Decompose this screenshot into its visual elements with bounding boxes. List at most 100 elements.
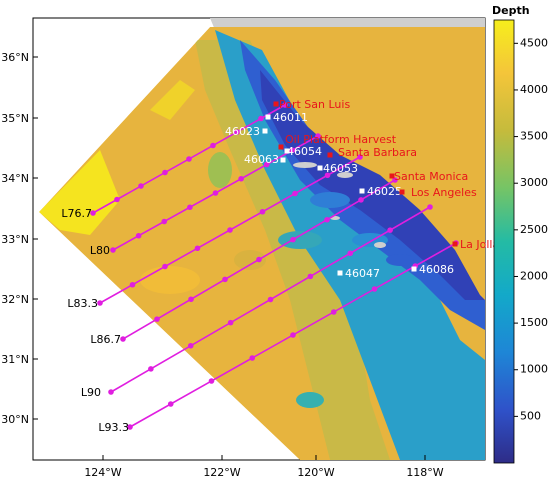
x-tick-label: 122°W <box>203 466 240 479</box>
colorbar-tick-label: 3500 <box>520 130 548 143</box>
buoy-stations: 46011 46023 46054 46063 46053 46025 46047 46086 <box>225 111 454 280</box>
transect-station <box>238 175 244 182</box>
city-label: Port San Luis <box>279 98 350 111</box>
y-tick-label: 36°N <box>1 51 29 64</box>
transect-station <box>227 319 234 326</box>
transect-station <box>162 169 168 176</box>
buoy-label: 46054 <box>287 145 322 158</box>
colorbar-tick-label: 1500 <box>520 316 548 329</box>
transect-station <box>392 177 398 183</box>
transect-station <box>330 309 337 315</box>
colorbar-ticks: 500 1000 1500 2000 2500 3000 3500 4000 4500 <box>514 36 548 422</box>
transect-station <box>324 172 331 179</box>
city-marker <box>399 189 405 195</box>
city-marker <box>389 173 395 179</box>
transect-station <box>282 102 288 108</box>
colorbar-tick-label: 3000 <box>520 176 548 189</box>
transect-station <box>289 147 296 154</box>
transect-station <box>307 273 314 280</box>
transect-station <box>114 196 120 203</box>
buoy-marker <box>411 266 417 272</box>
transect-label: L80 <box>90 244 110 257</box>
transect-station <box>108 389 114 395</box>
transect-label: L76.7 <box>61 207 92 220</box>
transect-station <box>138 183 144 189</box>
colorbar-tick-label: 4500 <box>520 36 548 49</box>
transect-label: L90 <box>81 386 101 399</box>
transect-station <box>187 342 194 349</box>
city-marker <box>273 101 279 107</box>
buoy-marker <box>284 148 290 154</box>
transect-label: L86.7 <box>90 333 121 346</box>
y-tick-label: 30°N <box>1 413 29 426</box>
transect-lines: L76.7 L80 L83.3 L86.7 L90 L93.3 <box>61 102 459 434</box>
transect-station <box>427 204 433 210</box>
y-tick-label: 34°N <box>1 172 29 185</box>
transect-label: L93.3 <box>98 421 129 434</box>
transect-station <box>259 208 266 215</box>
y-tick-label: 35°N <box>1 112 29 125</box>
x-tick-label: 118°W <box>406 466 443 479</box>
colorbar-tick-label: 2500 <box>520 223 548 236</box>
transect-station <box>222 276 228 283</box>
transect-station <box>292 190 298 197</box>
transect-station <box>167 401 174 407</box>
city-marker <box>452 241 458 247</box>
transect-station <box>249 355 256 361</box>
city-label: Santa Barbara <box>338 146 417 159</box>
y-axis: 30°N 31°N 32°N 33°N 34°N 35°N 36°N <box>1 51 38 426</box>
buoy-label: 46025 <box>367 185 402 198</box>
transect-station <box>194 245 201 252</box>
transect-station <box>148 366 154 372</box>
transect-station <box>210 142 216 149</box>
buoy-label: 46047 <box>345 267 380 280</box>
city-label: Oil Platform Harvest <box>285 133 397 146</box>
x-axis: 124°W 122°W 120°W 118°W <box>84 455 444 479</box>
transect-station <box>188 296 194 303</box>
transect-station <box>358 197 364 203</box>
city-marker <box>278 144 284 150</box>
transect-station <box>154 316 160 322</box>
transect-label: L83.3 <box>67 297 98 310</box>
transect-station <box>227 227 233 233</box>
buoy-marker <box>262 128 268 134</box>
transect-station <box>135 232 142 239</box>
transect-station <box>90 210 96 216</box>
transect-station <box>267 296 274 303</box>
colorbar <box>493 19 515 464</box>
buoy-label: 46011 <box>273 111 308 124</box>
transect-station <box>129 281 136 288</box>
transect-station <box>324 216 330 223</box>
transect-station <box>290 236 296 243</box>
transect-station <box>162 263 168 270</box>
transect-station <box>234 129 240 135</box>
transect-station <box>208 378 215 384</box>
transect-station <box>387 227 393 233</box>
colorbar-tick-label: 2000 <box>520 269 548 282</box>
transect-station <box>256 256 262 263</box>
transect-station <box>371 286 378 292</box>
transect-station <box>315 133 321 139</box>
transect-station <box>120 336 126 342</box>
colorbar-title: Depth <box>492 4 530 17</box>
buoy-label: 46063 <box>244 153 279 166</box>
transect-station <box>263 161 270 168</box>
buoy-marker <box>265 114 271 120</box>
buoy-label: 46023 <box>225 125 260 138</box>
city-label: La Jolla <box>460 238 499 251</box>
transect-station <box>187 204 193 211</box>
x-tick-label: 120°W <box>297 466 334 479</box>
transect-station <box>161 218 168 225</box>
transect-station <box>212 190 219 196</box>
buoy-marker <box>337 270 343 276</box>
transect-station <box>127 424 133 430</box>
y-tick-label: 33°N <box>1 233 29 246</box>
buoy-marker <box>280 157 286 163</box>
buoy-label: 46086 <box>419 263 454 276</box>
x-tick-label: 124°W <box>84 466 121 479</box>
colorbar-tick-label: 500 <box>520 409 541 422</box>
transect-station <box>110 247 116 253</box>
colorbar-tick-label: 4000 <box>520 83 548 96</box>
transect-station <box>357 154 363 160</box>
